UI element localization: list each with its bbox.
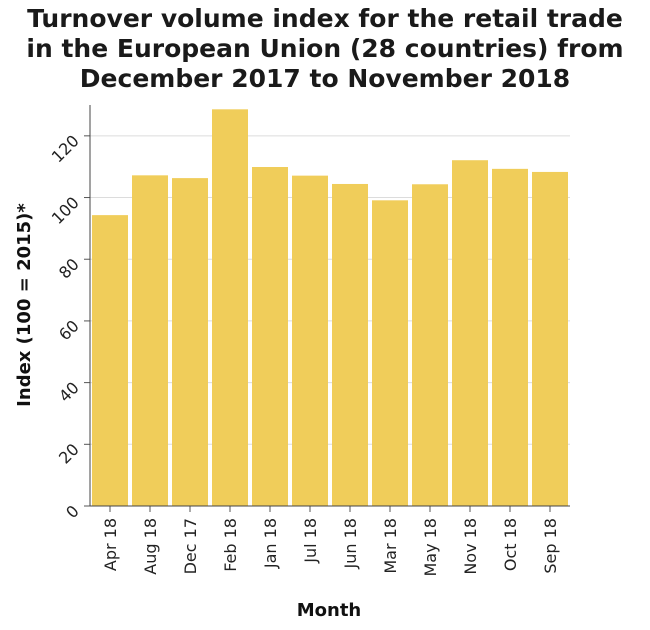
bar-sep-18 xyxy=(532,171,568,506)
chart-title: Turnover volume index for the retail tra… xyxy=(0,4,650,94)
x-tick-label: Jan 18 xyxy=(261,518,280,569)
x-tick-label: Nov 18 xyxy=(461,518,480,575)
x-tick-labels: Apr 18 Aug 18 Dec 17 Feb 18 Jan 18 Jul 18 Jun … xyxy=(101,518,560,577)
bar-feb-18 xyxy=(212,109,248,507)
x-tick-label: Feb 18 xyxy=(221,518,240,572)
y-tick-label: 80 xyxy=(55,255,83,283)
bar-may-18 xyxy=(412,184,448,507)
bar-jun-18 xyxy=(332,183,368,506)
chart-title-line-3: December 2017 to November 2018 xyxy=(79,64,571,93)
y-axis-title: Index (100 = 2015)* xyxy=(14,203,35,407)
axes xyxy=(84,105,570,512)
y-tick-label: 100 xyxy=(48,193,83,228)
x-tick-label: Jun 18 xyxy=(341,518,360,569)
chart-title-line-1: Turnover volume index for the retail tra… xyxy=(27,4,623,33)
bar-jan-18 xyxy=(252,167,288,506)
x-tick-label: May 18 xyxy=(421,518,440,577)
y-tick-label: 60 xyxy=(55,316,83,344)
bar-aug-18 xyxy=(132,175,168,506)
x-tick-label: Jul 18 xyxy=(301,518,320,564)
y-tick-label: 20 xyxy=(55,440,83,468)
bar-oct-18 xyxy=(492,168,528,506)
y-tick-labels: 0 20 40 60 80 100 120 xyxy=(48,131,83,522)
x-tick-label: Apr 18 xyxy=(101,518,120,571)
bar-nov-18 xyxy=(452,160,488,507)
x-tick-label: Sep 18 xyxy=(541,518,560,574)
x-tick-label: Mar 18 xyxy=(381,518,400,574)
y-tick-label: 40 xyxy=(55,378,83,406)
bar-jul-18 xyxy=(292,175,328,506)
x-tick-label: Oct 18 xyxy=(501,518,520,571)
bar-dec-17 xyxy=(172,178,208,506)
x-axis-title: Month xyxy=(297,600,362,621)
y-tick-label: 0 xyxy=(62,501,83,522)
chart-title-line-2: in the European Union (28 countries) fro… xyxy=(26,34,624,63)
y-tick-label: 120 xyxy=(48,131,83,166)
bar-apr-18 xyxy=(92,215,128,506)
bars xyxy=(92,109,568,507)
bar-mar-18 xyxy=(372,200,408,506)
x-tick-label: Aug 18 xyxy=(141,518,160,575)
x-tick-label: Dec 17 xyxy=(181,518,200,574)
